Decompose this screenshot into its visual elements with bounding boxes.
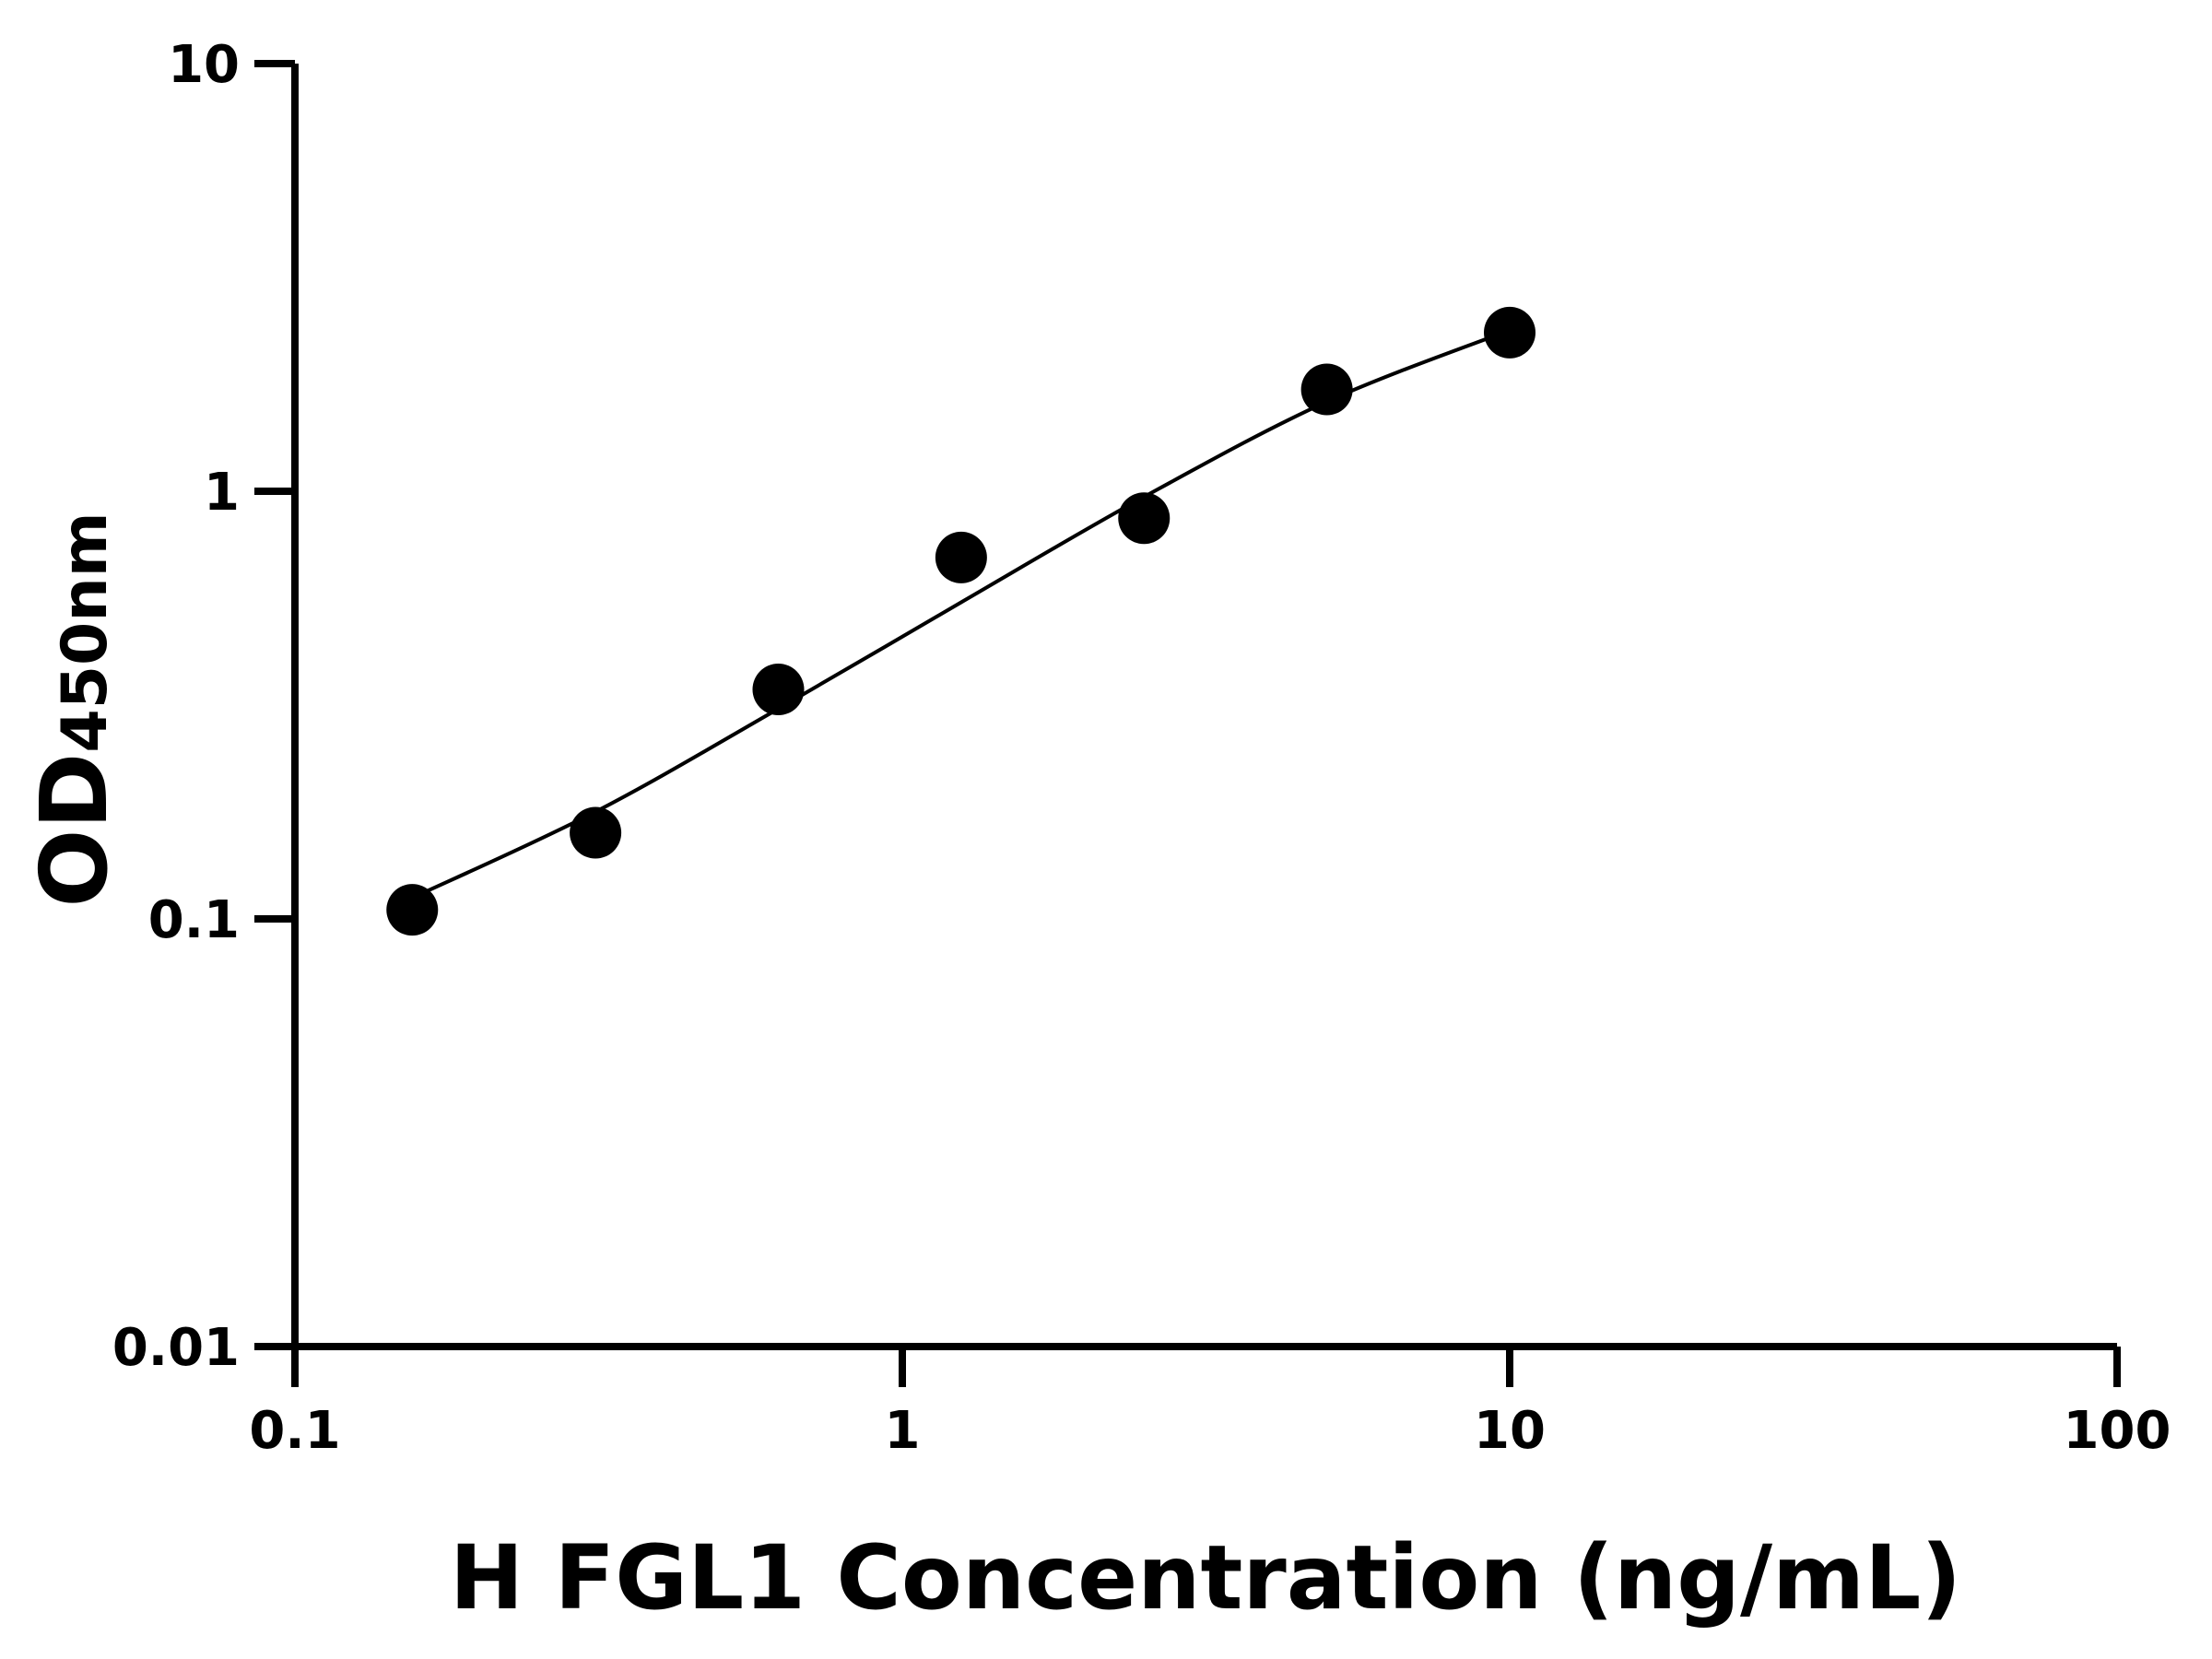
- data-point: [570, 806, 622, 859]
- data-point: [1118, 492, 1171, 545]
- data-point: [1484, 306, 1535, 359]
- y-tick-label: 1: [204, 463, 240, 523]
- axes: [254, 60, 2121, 1387]
- y-axis-label-main: OD: [20, 753, 128, 908]
- x-tick-label: 10: [1474, 1401, 1546, 1461]
- fit-curve: [411, 328, 1511, 900]
- x-tick-label: 100: [2064, 1401, 2171, 1461]
- x-axis-label: H FGL1 Concentration (ng/mL): [450, 1526, 1961, 1630]
- data-point: [386, 884, 439, 936]
- data-point: [1300, 363, 1353, 416]
- y-tick-label: 0.1: [148, 890, 240, 950]
- x-tick-label: 1: [885, 1401, 921, 1461]
- y-axis-label-subscript: 450nm: [49, 512, 122, 752]
- y-axis-label: OD450nm: [20, 512, 128, 907]
- y-tick-label: 0.01: [112, 1318, 240, 1378]
- data-points: [386, 306, 1535, 936]
- data-point: [935, 531, 987, 583]
- x-tick-label: 0.1: [249, 1401, 340, 1461]
- data-point: [752, 664, 805, 716]
- y-tick-label: 10: [168, 35, 240, 95]
